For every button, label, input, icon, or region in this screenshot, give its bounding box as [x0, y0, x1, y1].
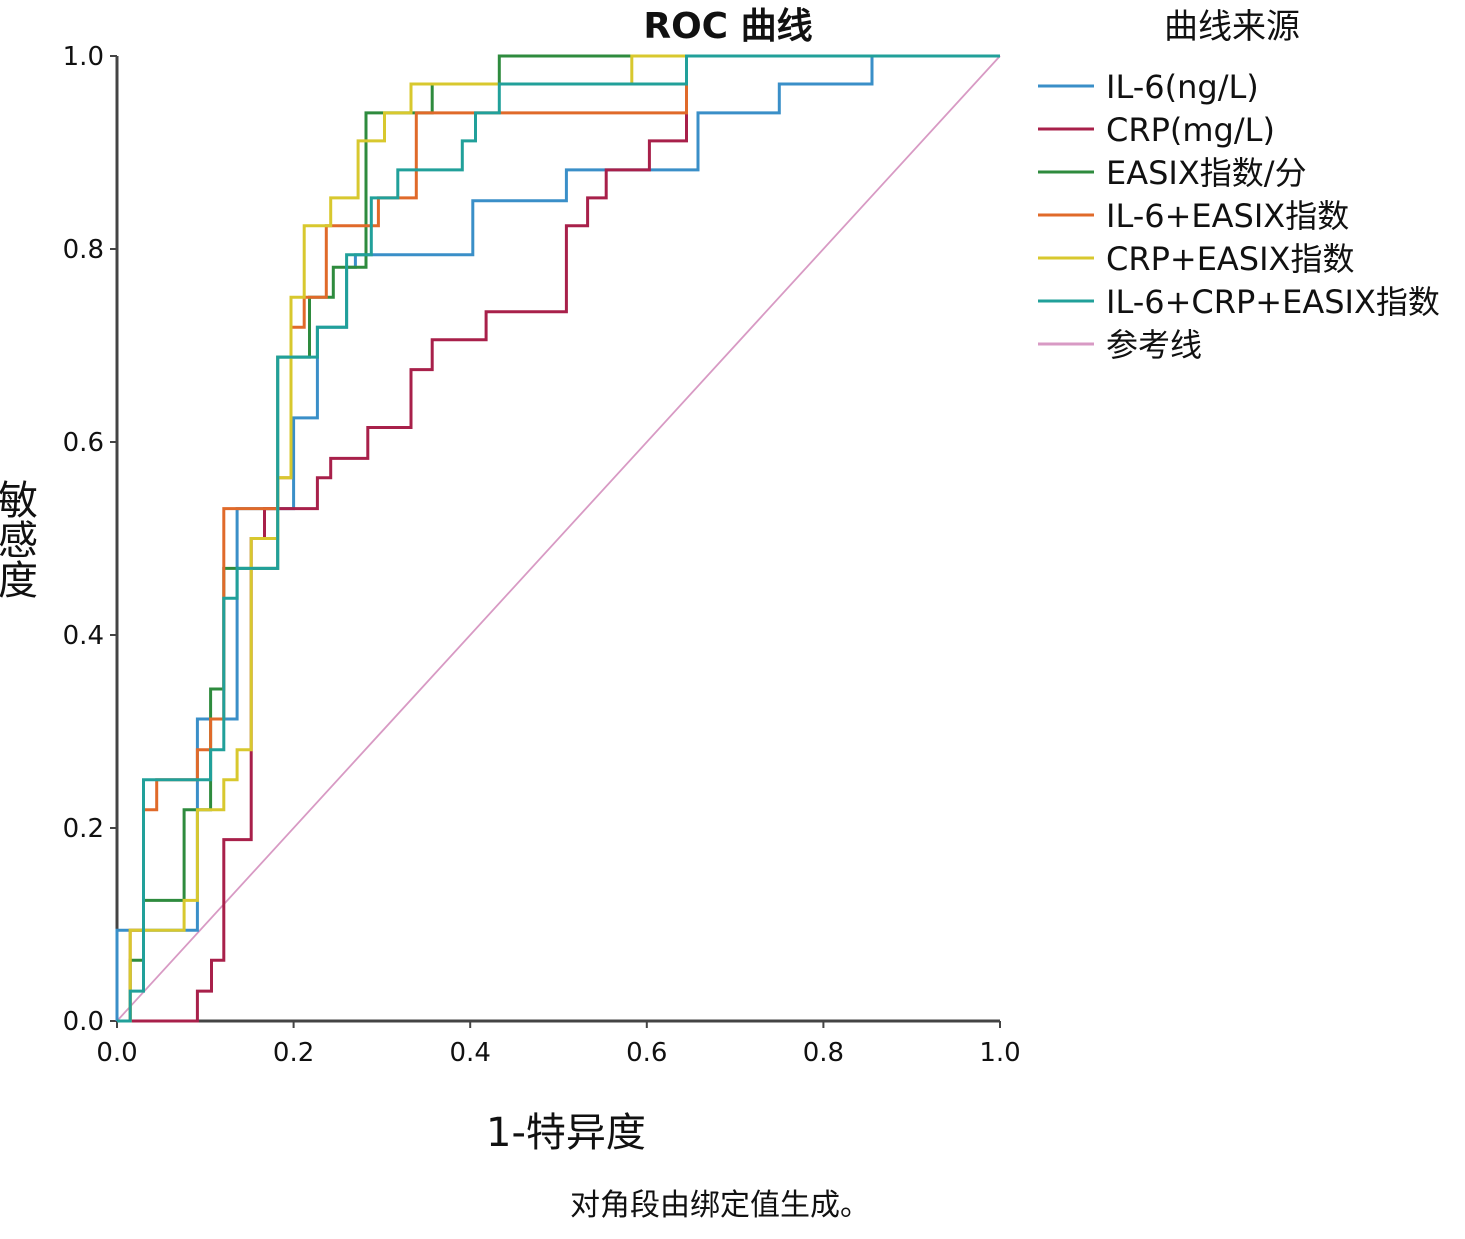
- legend-label: 参考线: [1106, 326, 1202, 364]
- legend-label: IL-6(ng/L): [1106, 68, 1259, 106]
- x-tick-label: 0.8: [803, 1038, 844, 1068]
- y-tick-label: 0.4: [63, 621, 104, 651]
- legend-label: IL-6+CRP+EASIX指数: [1106, 283, 1440, 321]
- series-lines: [115, 54, 1001, 1023]
- y-axis-title: 敏感度: [0, 478, 38, 604]
- y-axis-title-char: 敏: [0, 478, 38, 524]
- x-axis-title: 1-特异度: [486, 1110, 646, 1156]
- y-axis-title-char: 度: [0, 558, 38, 604]
- axis-ticks: 0.0 0.2 0.4 0.6 0.8 1.0 0.0 0.2 0.4 0.6 0.8 1.0: [63, 42, 1021, 1068]
- chart-title: ROC 曲线: [643, 6, 812, 47]
- series-line-5: [117, 54, 1000, 1023]
- legend-title: 曲线来源: [1164, 7, 1300, 47]
- y-tick-label: 0.0: [63, 1007, 104, 1037]
- legend-label: CRP(mg/L): [1106, 111, 1275, 149]
- series-line-1: [117, 54, 1000, 1023]
- legend-label: IL-6+EASIX指数: [1106, 197, 1349, 235]
- plot-area: 0.0 0.2 0.4 0.6 0.8 1.0 0.0 0.2 0.4 0.6 0.8 1.0: [63, 42, 1021, 1068]
- x-tick-label: 0.4: [450, 1038, 491, 1068]
- x-tick-label: 0.2: [273, 1038, 314, 1068]
- y-tick-label: 0.2: [63, 814, 104, 844]
- y-tick-label: 0.8: [63, 235, 104, 265]
- y-tick-label: 1.0: [63, 42, 104, 72]
- legend-label: CRP+EASIX指数: [1106, 240, 1354, 278]
- x-tick-label: 0.6: [626, 1038, 667, 1068]
- x-tick-label: 0.0: [96, 1038, 137, 1068]
- y-tick-label: 0.6: [63, 428, 104, 458]
- legend-label: EASIX指数/分: [1106, 154, 1307, 192]
- series-line-6: [116, 55, 1001, 1022]
- y-axis-title-char: 感: [0, 518, 38, 564]
- legend: 曲线来源 IL-6(ng/L) CRP(mg/L) EASIX指数/分 IL-6+EA…: [1038, 7, 1440, 364]
- x-tick-label: 1.0: [979, 1038, 1020, 1068]
- footnote: 对角段由绑定值生成。: [570, 1188, 870, 1223]
